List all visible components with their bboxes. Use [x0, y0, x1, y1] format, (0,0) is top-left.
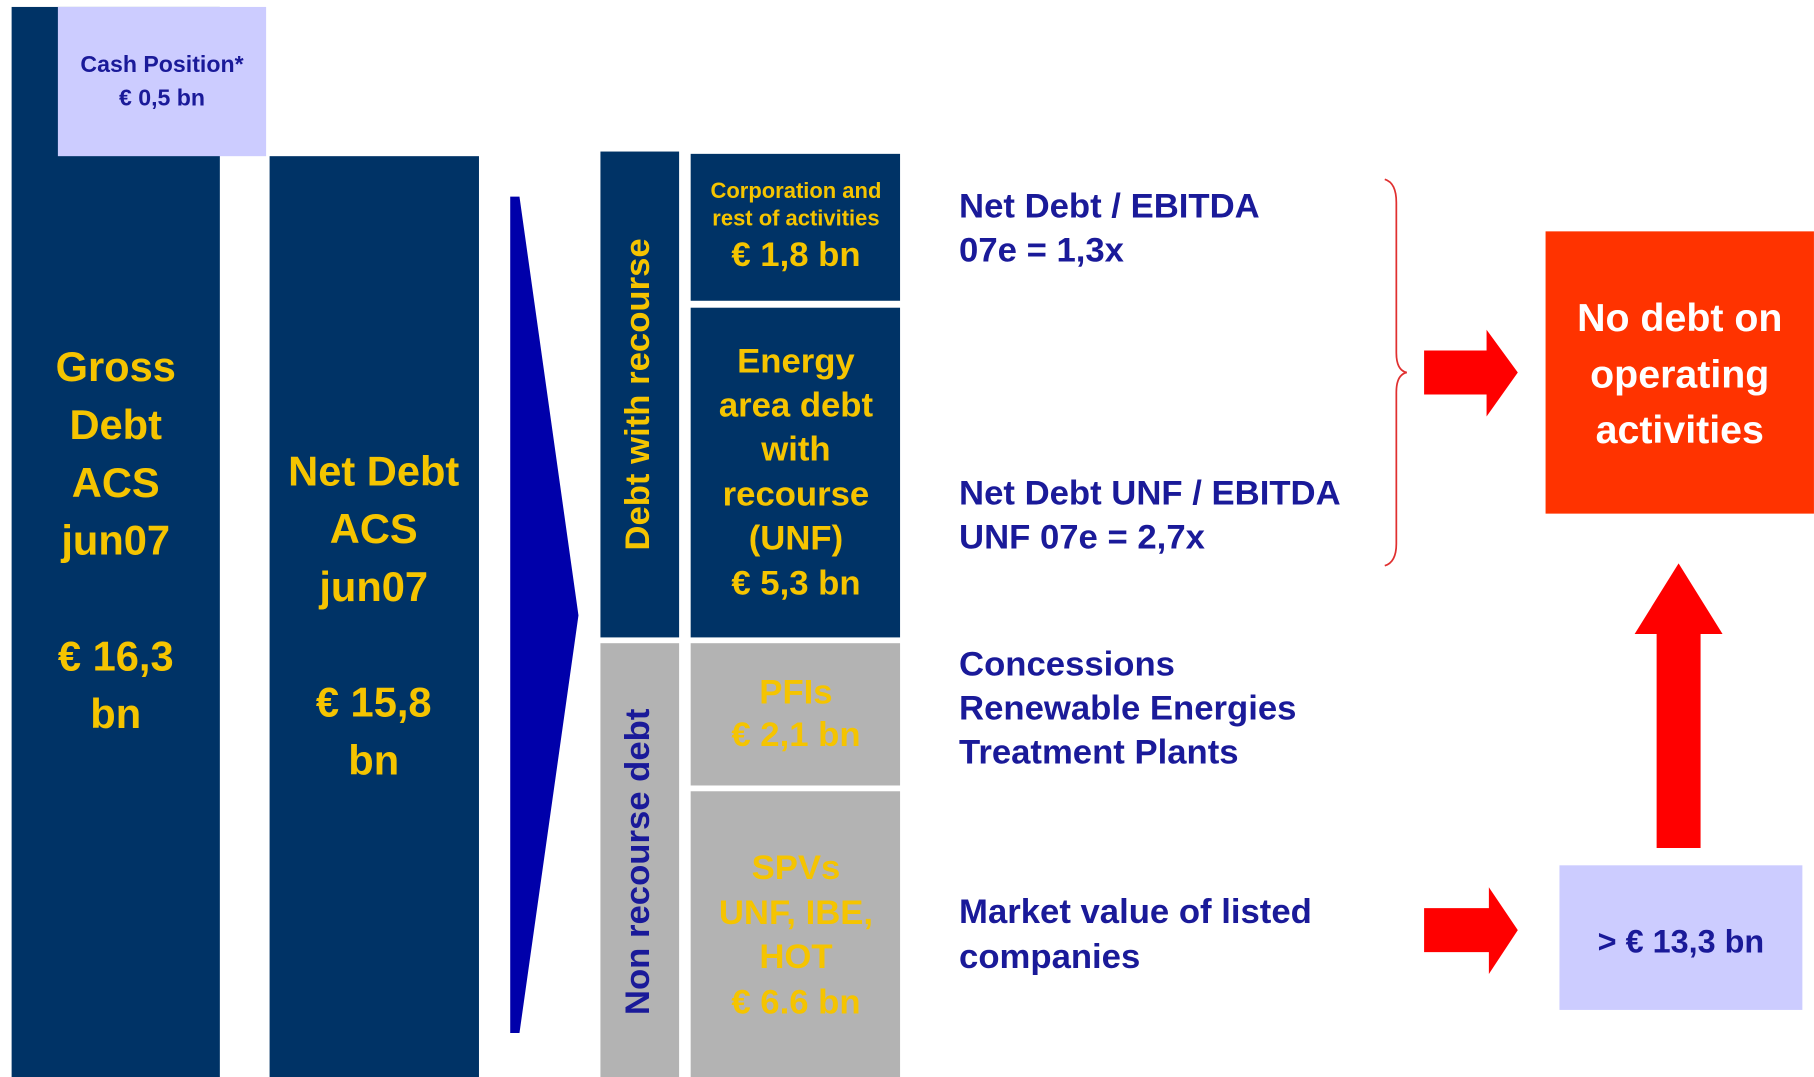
line: No debt on	[1577, 296, 1782, 340]
note: UNF 07e = 2,7x	[959, 518, 1206, 556]
cash-label: Cash Position*	[80, 51, 243, 77]
line: HOT	[759, 938, 832, 976]
line: operating	[1590, 353, 1769, 397]
line: SPVs	[752, 849, 841, 887]
note: Renewable Energies	[959, 689, 1296, 727]
gross-debt-bar	[11, 6, 220, 1077]
line: (UNF)	[749, 519, 843, 557]
line: recourse	[723, 475, 870, 513]
line: € 5,3 bn	[731, 565, 860, 603]
line: UNF, IBE,	[719, 894, 873, 932]
line: area debt	[719, 386, 874, 424]
note: Market value of listed	[959, 893, 1312, 931]
cash-text: Cash Position* € 0,5 bn	[80, 51, 243, 111]
arrow-right	[1424, 329, 1518, 417]
energy-text: Energy area debt with recourse (UNF) € 5…	[719, 342, 874, 602]
energy-box	[690, 307, 901, 638]
line: ACS	[72, 459, 160, 506]
spvs-text: SPVs UNF, IBE, HOT € 6.6 bn	[719, 849, 873, 1021]
cash-amount: € 0,5 bn	[119, 85, 205, 111]
conclusion-text: No debt on operating activities	[1577, 296, 1782, 452]
line: PFIs	[759, 673, 832, 711]
note: Net Debt / EBITDA	[959, 187, 1260, 225]
line: Energy	[737, 342, 855, 380]
corporation-box	[690, 153, 901, 301]
note: Concessions	[959, 646, 1175, 684]
recourse-bar	[600, 151, 680, 638]
cash-box	[57, 6, 267, 157]
line: activities	[1596, 408, 1764, 452]
arrow-right	[1424, 887, 1518, 975]
line: Debt	[69, 401, 162, 448]
gross-text: Gross Debt ACS jun07 € 16,3 bn	[56, 343, 176, 737]
notes: Net Debt / EBITDA 07e = 1,3x Net Debt UN…	[959, 187, 1341, 976]
non-recourse-label: Non recourse debt	[619, 708, 657, 1015]
line: Gross	[56, 343, 176, 390]
corporation-text: Corporation and rest of activities € 1,8…	[711, 178, 882, 274]
line: € 15,8	[316, 679, 432, 726]
line: € 16,3	[58, 632, 174, 679]
recourse-label: Debt with recourse	[619, 238, 657, 550]
market-value: > € 13,3 bn	[1598, 924, 1764, 960]
line: ACS	[330, 505, 418, 552]
pfis-box	[690, 643, 901, 786]
spvs-box	[690, 791, 901, 1077]
brace	[1384, 178, 1408, 567]
line: with	[760, 430, 830, 468]
market-value-box	[1559, 865, 1803, 1010]
line: Net Debt	[288, 447, 459, 494]
note: 07e = 1,3x	[959, 231, 1125, 269]
net-text: Net Debt ACS jun07 € 15,8 bn	[288, 447, 459, 783]
non-recourse-bar	[600, 643, 680, 1077]
net-debt-bar	[269, 156, 479, 1077]
line: € 1,8 bn	[731, 236, 860, 274]
wedge	[510, 196, 579, 1034]
line: jun07	[60, 517, 170, 564]
conclusion-box	[1545, 231, 1814, 514]
line: bn	[348, 737, 399, 784]
line: rest of activities	[712, 206, 879, 231]
note: companies	[959, 938, 1140, 976]
line: € 6.6 bn	[731, 983, 860, 1021]
note: Treatment Plants	[959, 733, 1239, 771]
line: € 2,1 bn	[731, 716, 860, 754]
line: bn	[90, 690, 141, 737]
arrow-up	[1634, 563, 1723, 848]
note: Net Debt UNF / EBITDA	[959, 474, 1341, 512]
line: Corporation and	[711, 178, 882, 203]
line: jun07	[318, 563, 428, 610]
pfis-text: PFIs € 2,1 bn	[731, 673, 860, 754]
